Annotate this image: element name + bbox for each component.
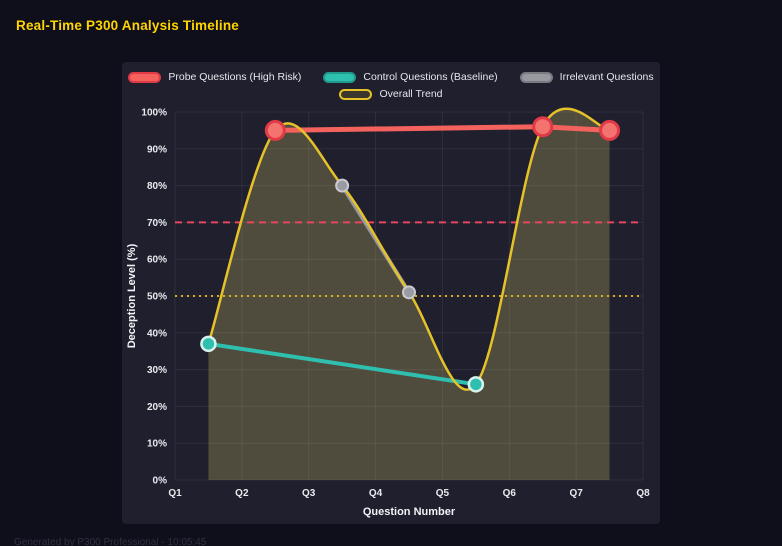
series-points-2 xyxy=(335,178,416,300)
series-points-0 xyxy=(264,116,621,141)
svg-text:20%: 20% xyxy=(147,402,167,413)
svg-text:Q1: Q1 xyxy=(168,488,182,499)
legend-item-label: Overall Trend xyxy=(379,88,443,100)
svg-text:80%: 80% xyxy=(147,181,167,192)
legend-item-2[interactable]: Irrelevant Questions xyxy=(519,71,654,83)
svg-text:70%: 70% xyxy=(147,218,167,229)
legend-swatch-icon xyxy=(339,88,373,100)
svg-text:30%: 30% xyxy=(147,365,167,376)
series-line-0 xyxy=(272,124,613,133)
svg-text:Q7: Q7 xyxy=(569,488,583,499)
p300-timeline-chart: 0% 10% 20% 30% 40% 50% 60% 70% 80% 90% 100% Q1 Q2 Q3 Q… xyxy=(126,108,650,519)
svg-text:90%: 90% xyxy=(147,144,167,155)
axis-tick-labels: 0% 10% 20% 30% 40% 50% 60% 70% 80% 90% 100% Q1 Q2 Q3 Q… xyxy=(141,108,650,500)
x-axis-title: Question Number xyxy=(363,506,456,518)
svg-text:Q3: Q3 xyxy=(302,488,316,499)
legend-item-3[interactable]: Overall Trend xyxy=(339,88,443,100)
legend-item-label: Irrelevant Questions xyxy=(559,71,654,83)
svg-text:40%: 40% xyxy=(147,328,167,339)
chart-panel: 0% 10% 20% 30% 40% 50% 60% 70% 80% 90% 100% Q1 Q2 Q3 Q… xyxy=(122,62,660,524)
svg-text:Q2: Q2 xyxy=(235,488,249,499)
svg-text:100%: 100% xyxy=(141,108,167,119)
legend-item-1[interactable]: Control Questions (Baseline) xyxy=(323,71,498,83)
svg-text:Q6: Q6 xyxy=(503,488,517,499)
svg-text:0%: 0% xyxy=(153,476,168,487)
svg-text:10%: 10% xyxy=(147,439,167,450)
svg-text:Q4: Q4 xyxy=(369,488,383,499)
chart-legend: Probe Questions (High Risk) Control Quest… xyxy=(122,71,660,100)
legend-item-label: Probe Questions (High Risk) xyxy=(168,71,302,83)
legend-item-label: Control Questions (Baseline) xyxy=(363,71,498,83)
y-axis-title: Deception Level (%) xyxy=(126,243,138,348)
page-title: Real-Time P300 Analysis Timeline xyxy=(16,18,240,33)
svg-text:Q5: Q5 xyxy=(436,488,450,499)
series-points-1 xyxy=(200,335,485,393)
legend-swatch-icon xyxy=(519,71,553,83)
legend-item-0[interactable]: Probe Questions (High Risk) xyxy=(128,71,301,83)
legend-swatch-icon xyxy=(323,71,357,83)
svg-text:60%: 60% xyxy=(147,255,167,266)
svg-text:Q8: Q8 xyxy=(636,488,650,499)
legend-swatch-icon xyxy=(128,71,162,83)
footer-text: Generated by P300 Professional - 10:05:4… xyxy=(14,537,207,546)
series-line-1 xyxy=(206,341,478,387)
svg-text:50%: 50% xyxy=(147,292,167,303)
